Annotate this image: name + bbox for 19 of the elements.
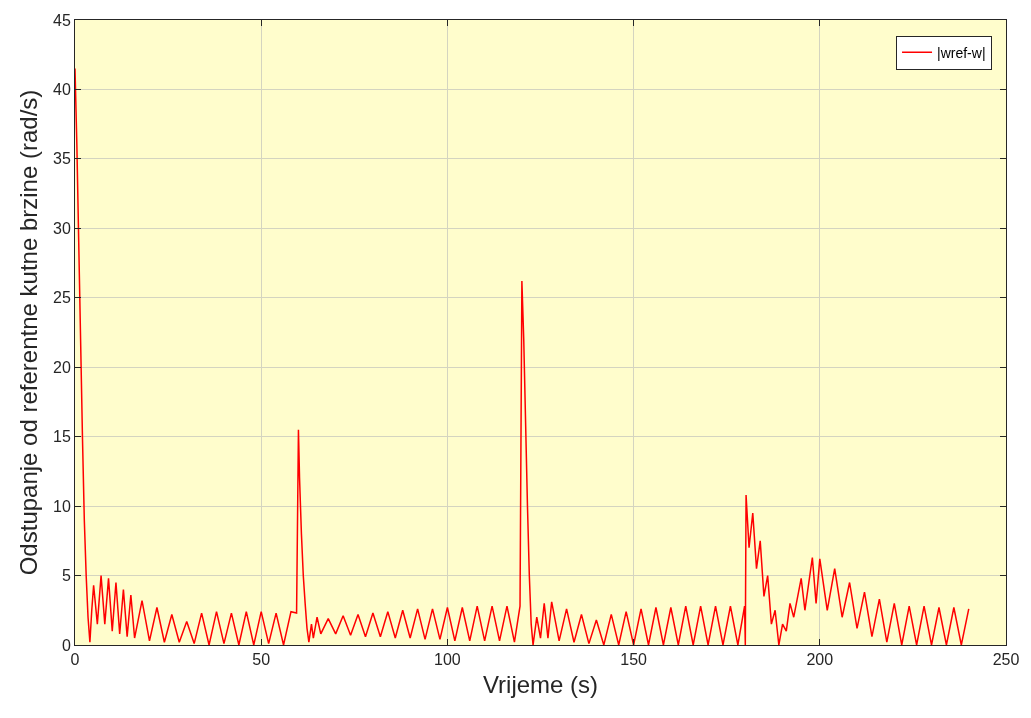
y-tick-label: 35 xyxy=(53,150,71,168)
y-tick-label: 40 xyxy=(53,81,71,99)
y-tick-label: 30 xyxy=(53,219,71,237)
legend-label: |wref-w| xyxy=(937,44,986,61)
x-tick-label: 150 xyxy=(620,651,648,669)
x-tick-label: 100 xyxy=(434,651,461,669)
x-axis-title: Vrijeme (s) xyxy=(482,670,599,698)
y-tick-label: 10 xyxy=(53,497,71,515)
y-tick-label: 20 xyxy=(53,358,71,376)
x-tick-label: 250 xyxy=(992,651,1020,669)
y-tick-label: 5 xyxy=(61,567,71,585)
x-tick-label: 50 xyxy=(252,651,271,669)
y-tick-label: 45 xyxy=(53,11,71,29)
y-tick-label: 15 xyxy=(53,428,71,446)
line-series xyxy=(75,67,970,645)
y-axis-title: Odstupanje od referentne kutne brzine (rad/s) xyxy=(15,89,43,576)
y-tick-label: 0 xyxy=(61,636,71,654)
y-tick-label: 25 xyxy=(53,289,71,307)
x-tick-label: 200 xyxy=(806,651,834,669)
